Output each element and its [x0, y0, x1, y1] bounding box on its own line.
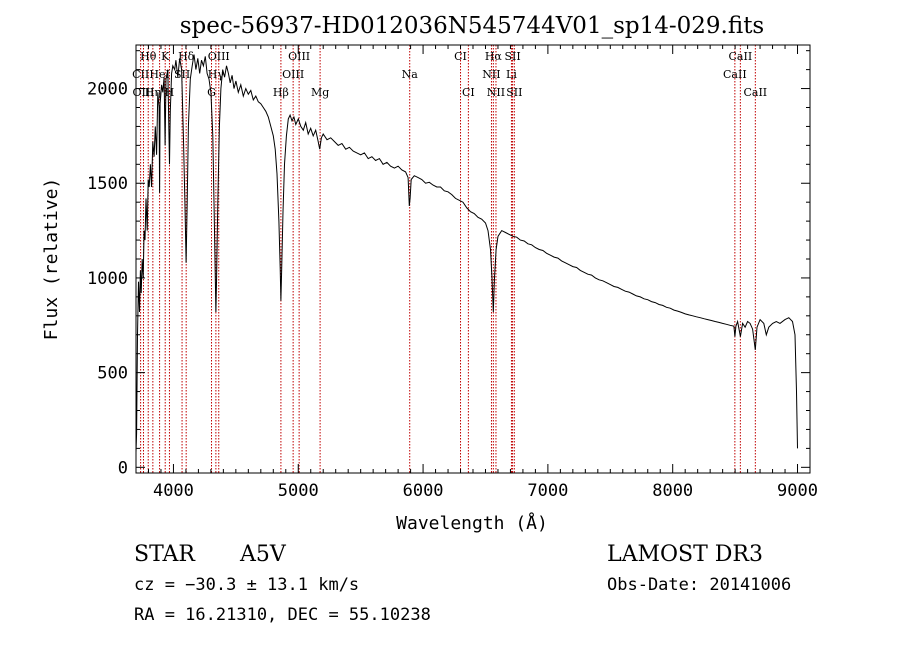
line-label: SII	[504, 50, 520, 63]
x-axis-label: Wavelength (Å)	[396, 512, 548, 534]
line-label: SII	[506, 86, 522, 99]
x-tick-label: 6000	[403, 481, 444, 501]
line-label: CI	[454, 50, 467, 63]
line-label: OIII	[282, 68, 304, 81]
line-label: OIII	[288, 50, 310, 63]
object-type: STAR	[134, 542, 196, 567]
line-markers	[140, 45, 756, 473]
line-label: NII	[487, 86, 505, 99]
x-axis: 4000 5000 6000 7000 8000 9000	[135, 45, 818, 501]
y-tick-label: 2000	[87, 80, 128, 100]
x-tick-label: 7000	[527, 481, 568, 501]
obs-date: Obs-Date: 20141006	[607, 575, 791, 595]
y-axis: 0 500 1000 1500 2000	[87, 50, 810, 478]
line-label: Hγ	[208, 68, 225, 81]
x-tick-label: 8000	[652, 481, 693, 501]
y-axis-label: Flux (relative)	[41, 178, 62, 341]
line-label: NII	[482, 68, 500, 81]
line-label: G	[207, 86, 216, 99]
line-label: HeI	[149, 68, 169, 81]
line-label: CaII	[723, 68, 747, 81]
y-tick-label: 1000	[87, 269, 128, 289]
y-tick-label: 500	[97, 364, 128, 384]
line-label: CI	[462, 86, 475, 99]
line-label: Hθ	[140, 50, 157, 63]
line-label: CII	[132, 68, 149, 81]
x-tick-label: 4000	[153, 481, 194, 501]
line-label: Mg	[311, 86, 329, 99]
redshift-info: cz = −30.3 ± 13.1 km/s	[134, 575, 359, 595]
chart-title: spec-56937-HD012036N545744V01_sp14-029.f…	[180, 13, 765, 39]
line-label: Hη	[145, 86, 161, 99]
x-tick-label: 9000	[777, 481, 818, 501]
line-label: Hδ	[178, 50, 195, 63]
line-label: Hα	[485, 50, 503, 63]
line-label: OIII	[208, 50, 230, 63]
line-label: Hβ	[273, 86, 289, 99]
y-tick-label: 1500	[87, 174, 128, 194]
line-label: CaII	[743, 86, 767, 99]
line-label: CaII	[729, 50, 753, 63]
plot-frame	[135, 44, 811, 474]
line-label: Na	[402, 68, 419, 81]
y-tick-label: 0	[118, 458, 128, 478]
survey-name: LAMOST DR3	[607, 542, 763, 567]
line-label: H	[165, 86, 175, 99]
x-tick-label: 5000	[278, 481, 319, 501]
coordinates: RA = 16.21310, DEC = 55.10238	[134, 605, 431, 625]
line-label: OIII	[132, 86, 154, 99]
spectrum-line	[135, 54, 798, 453]
line-label: Li	[506, 68, 517, 81]
line-label: K	[161, 50, 170, 63]
spectral-class: A5V	[239, 542, 287, 567]
